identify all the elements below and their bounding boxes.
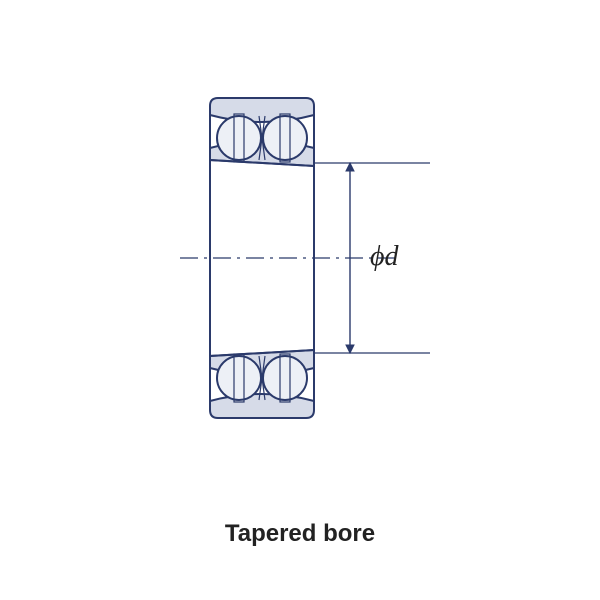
figure-canvas: ϕd Tapered bore (0, 0, 600, 600)
diameter-label: ϕd (370, 241, 399, 273)
bearing-cross-section (0, 0, 600, 600)
figure-caption: Tapered bore (0, 520, 600, 548)
